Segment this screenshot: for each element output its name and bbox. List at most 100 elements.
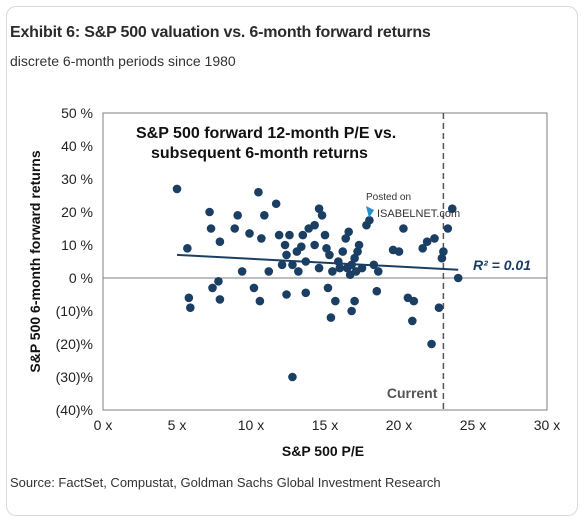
data-point <box>331 296 340 306</box>
data-point <box>245 229 254 238</box>
y-tick-label: 0 % <box>69 270 93 286</box>
data-point <box>322 244 331 253</box>
watermark-line-2: ISABELNET.com <box>377 208 460 220</box>
data-point <box>215 295 225 304</box>
x-tick-label: 0 x <box>94 417 113 433</box>
data-point <box>439 247 448 256</box>
data-point <box>186 303 195 313</box>
data-point <box>409 296 419 306</box>
data-point <box>208 283 217 293</box>
data-point <box>394 247 404 256</box>
data-point <box>214 277 223 286</box>
data-point <box>373 267 383 276</box>
data-point <box>320 230 330 240</box>
data-point <box>301 288 311 298</box>
x-axis-label: S&P 500 P/E <box>282 443 364 459</box>
data-point <box>372 286 382 296</box>
data-point <box>230 224 240 233</box>
data-point <box>422 237 432 246</box>
data-point <box>408 316 417 326</box>
data-point <box>328 267 337 276</box>
data-point <box>453 273 463 283</box>
data-point <box>341 234 351 243</box>
y-tick-label: 30 % <box>61 171 93 187</box>
data-point <box>184 293 194 303</box>
data-point <box>215 237 225 246</box>
x-tick-labels: 0 x 5 x 10 x 15 x 20 x 25 x 30 x <box>94 417 561 433</box>
y-tick-label: 50 % <box>61 105 93 121</box>
data-point <box>206 224 216 233</box>
data-point <box>310 220 319 230</box>
x-tick-label: 20 x <box>386 417 412 433</box>
chart-title-line-2: subsequent 6-month returns <box>151 145 368 162</box>
data-point <box>257 234 266 243</box>
exhibit-subtitle: discrete 6-month periods since 1980 <box>10 53 236 69</box>
data-point <box>288 372 297 382</box>
watermark-line-1: Posted on <box>366 192 411 203</box>
y-axis-label: S&P 500 6-month forward returns <box>27 150 43 372</box>
data-point <box>317 211 327 220</box>
y-tick-label: 10 % <box>61 237 93 253</box>
data-point <box>280 240 290 250</box>
data-point <box>430 234 439 243</box>
data-point <box>357 263 367 273</box>
data-point <box>288 260 297 270</box>
data-point <box>323 283 333 293</box>
data-points <box>172 184 463 382</box>
data-point <box>344 227 353 237</box>
data-point <box>260 211 269 220</box>
y-tick-labels: 50 % 40 % 30 % 20 % 10 % 0 % (10)% (20)% (30)% (4… <box>56 105 93 418</box>
data-point <box>264 267 274 276</box>
data-point <box>297 242 306 251</box>
data-point <box>285 230 294 240</box>
data-point <box>277 260 287 270</box>
y-tick-label: (20)% <box>56 336 93 352</box>
current-label: Current <box>387 385 438 401</box>
data-point <box>325 250 334 260</box>
data-point <box>271 199 281 209</box>
y-tick-label: (10)% <box>56 303 93 319</box>
data-point <box>350 296 359 306</box>
y-tick-label: (40)% <box>56 402 93 418</box>
data-point <box>353 247 362 256</box>
x-tick-label: 15 x <box>312 417 338 433</box>
data-point <box>274 230 284 240</box>
data-point <box>365 215 374 225</box>
watermark-logo-icon <box>366 206 374 218</box>
data-point <box>347 306 356 316</box>
data-point <box>354 240 364 250</box>
data-point <box>447 204 457 213</box>
x-tick-label: 30 x <box>534 417 560 433</box>
data-point <box>427 339 436 349</box>
y-tick-label: 40 % <box>61 138 93 154</box>
data-point <box>310 240 319 250</box>
data-point <box>437 253 447 263</box>
data-point <box>443 224 453 233</box>
exhibit-title: Exhibit 6: S&P 500 valuation vs. 6-month… <box>10 24 431 41</box>
data-point <box>338 247 348 256</box>
x-tick-label: 5 x <box>168 417 187 433</box>
data-point <box>350 253 359 263</box>
source-note: Source: FactSet, Compustat, Goldman Sach… <box>10 475 441 490</box>
data-point <box>399 224 408 233</box>
isabelnet-watermark: Posted on ISABELNET.com <box>366 192 460 220</box>
data-point <box>434 303 444 313</box>
data-point <box>314 263 324 273</box>
r-squared-label: R² = 0.01 <box>473 257 531 273</box>
data-point <box>282 250 291 260</box>
data-point <box>282 290 291 299</box>
data-point <box>298 230 308 240</box>
data-point <box>233 211 242 220</box>
plot-frame <box>102 112 548 411</box>
data-point <box>183 244 192 253</box>
data-point <box>254 187 263 197</box>
data-point <box>326 313 336 322</box>
y-tick-label: 20 % <box>61 204 93 220</box>
chart-title-line-1: S&P 500 forward 12-month P/E vs. <box>136 125 396 142</box>
x-tick-label: 25 x <box>460 417 486 433</box>
data-point <box>418 244 427 253</box>
data-point <box>249 283 259 293</box>
data-point <box>255 296 265 306</box>
data-point <box>335 263 345 273</box>
